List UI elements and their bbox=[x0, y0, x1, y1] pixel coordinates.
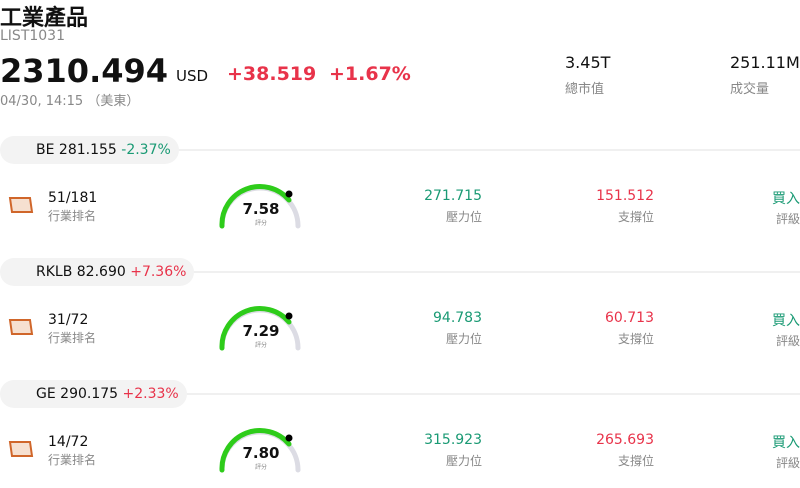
gauge bbox=[219, 184, 301, 229]
score: 7.58 bbox=[242, 200, 280, 218]
ticker: RKLB bbox=[36, 264, 73, 280]
rating-label: 評級 bbox=[775, 212, 800, 226]
stock-change: +2.33% bbox=[122, 386, 179, 402]
score: 7.29 bbox=[242, 322, 280, 340]
support: 60.713 bbox=[605, 310, 654, 326]
market-cap: 3.45T bbox=[565, 53, 611, 72]
gauge bbox=[219, 306, 301, 351]
rank: 51/181 bbox=[48, 190, 98, 206]
change: +38.519 bbox=[227, 63, 317, 85]
rank-icon bbox=[8, 441, 34, 457]
stock-pill[interactable]: GE 290.175 +2.33% bbox=[0, 380, 187, 408]
stock-pill[interactable]: BE 281.155 -2.37% bbox=[0, 136, 179, 164]
ticker: GE bbox=[36, 386, 56, 402]
gauge bbox=[219, 428, 301, 473]
score-label: 評分 bbox=[254, 464, 267, 471]
rank-label: 行業排名 bbox=[48, 453, 97, 467]
rank-label: 行業排名 bbox=[48, 331, 97, 345]
score: 7.80 bbox=[242, 444, 280, 462]
rank-icon bbox=[8, 319, 34, 335]
rating: 買入 bbox=[772, 191, 800, 207]
rank-icon bbox=[8, 197, 34, 213]
support-label: 支撐位 bbox=[617, 210, 654, 224]
market-cap-label: 總市值 bbox=[565, 82, 605, 97]
rating-label: 評級 bbox=[775, 334, 800, 348]
title: 工業產品 bbox=[0, 6, 89, 31]
stock-change: +7.36% bbox=[130, 264, 187, 280]
resistance: 94.783 bbox=[433, 310, 482, 326]
time: 04/30, 14:15 （美東） bbox=[0, 94, 140, 109]
stock-price: 82.690 bbox=[76, 264, 126, 280]
rank-label: 行業排名 bbox=[48, 209, 97, 223]
rank: 31/72 bbox=[48, 312, 89, 328]
stock-price: 281.155 bbox=[58, 142, 117, 158]
rating: 買入 bbox=[772, 435, 800, 451]
stock-price: 290.175 bbox=[60, 386, 119, 402]
support: 151.512 bbox=[596, 188, 654, 204]
currency: USD bbox=[176, 67, 209, 85]
support: 265.693 bbox=[596, 432, 654, 448]
resistance-label: 壓力位 bbox=[445, 454, 482, 468]
volume-label: 成交量 bbox=[730, 82, 770, 97]
volume: 251.11M bbox=[730, 53, 800, 72]
support-label: 支撐位 bbox=[617, 454, 654, 468]
rating-label: 評級 bbox=[775, 456, 800, 470]
resistance-label: 壓力位 bbox=[445, 332, 482, 346]
rating: 買入 bbox=[772, 313, 800, 329]
stock-pill[interactable]: RKLB 82.690 +7.36% bbox=[0, 258, 195, 286]
support-label: 支撐位 bbox=[617, 332, 654, 346]
stock-change: -2.37% bbox=[121, 142, 171, 158]
score-label: 評分 bbox=[254, 220, 267, 227]
rank: 14/72 bbox=[48, 434, 89, 450]
score-label: 評分 bbox=[254, 342, 267, 349]
code: LIST1031 bbox=[0, 28, 65, 44]
ticker: BE bbox=[36, 142, 55, 158]
price: 2310.494 bbox=[0, 52, 169, 90]
resistance: 315.923 bbox=[424, 432, 482, 448]
resistance-label: 壓力位 bbox=[445, 210, 482, 224]
resistance: 271.715 bbox=[424, 188, 482, 204]
change-pct: +1.67% bbox=[329, 63, 411, 85]
